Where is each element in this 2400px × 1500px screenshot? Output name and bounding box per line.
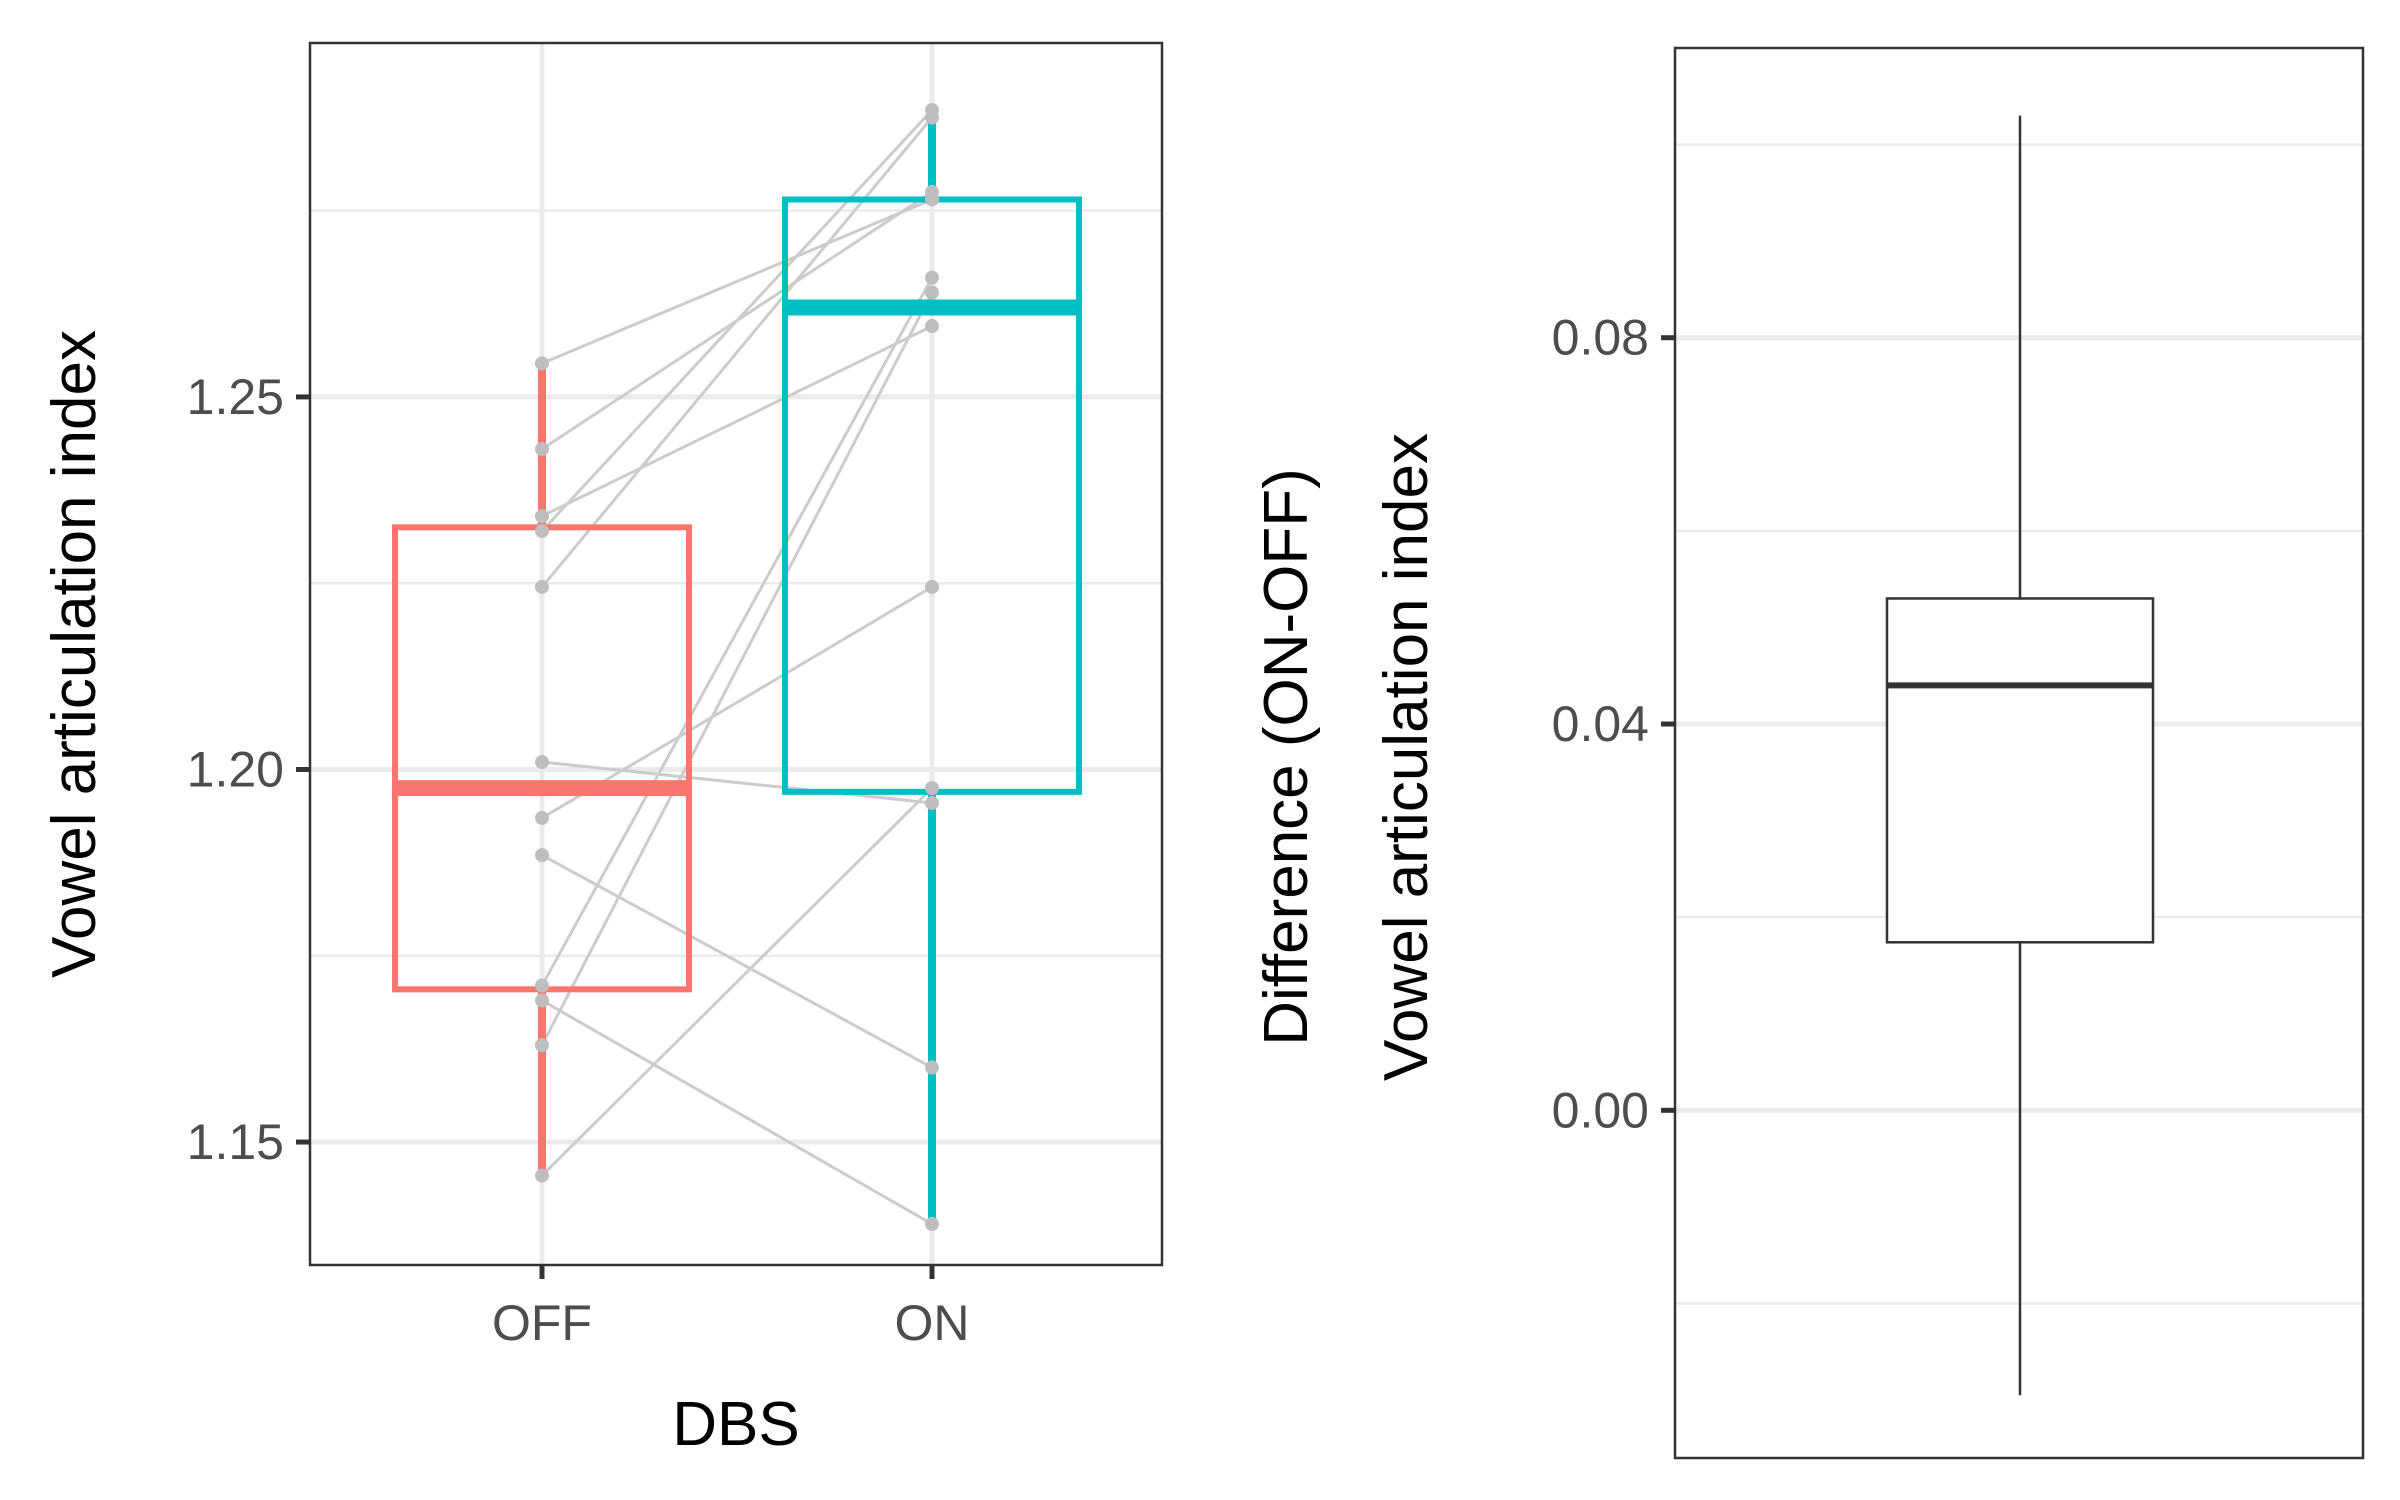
left-panel-border — [308, 41, 1164, 1267]
paired-line-11 — [540, 787, 934, 1177]
left-x-tick-label-off: OFF — [492, 1295, 592, 1351]
left-x-axis: OFF ON — [492, 1265, 970, 1351]
left-y-tick-label-0: 1.15 — [187, 1114, 284, 1170]
point-on-2 — [925, 319, 939, 334]
paired-line-9 — [541, 999, 933, 1226]
point-off-7 — [535, 848, 549, 863]
right-box — [1885, 115, 2155, 1396]
diff-box-iqr — [1885, 597, 2155, 944]
point-off-6 — [535, 810, 549, 825]
point-off-3 — [535, 524, 549, 539]
point-off-11 — [535, 1168, 549, 1183]
point-off-1 — [535, 442, 549, 457]
right-y-axis: 0.00 0.04 0.08 — [1552, 310, 1675, 1138]
point-off-0 — [535, 356, 549, 371]
paired-line-0 — [541, 198, 933, 365]
point-on-9 — [925, 1217, 939, 1232]
left-y-tick-label-2: 1.25 — [187, 369, 284, 425]
left-plot-area — [310, 43, 1162, 1265]
right-y-axis-title-line-1: Difference (ON-OFF) — [1252, 468, 1321, 1046]
right-y-tick-label-2: 0.08 — [1552, 310, 1649, 366]
paired-line-5 — [541, 760, 933, 805]
paired-line-8 — [540, 276, 934, 987]
point-on-11 — [925, 781, 939, 796]
point-on-7 — [925, 1060, 939, 1075]
right-y-axis-title-line-2: Vowel articulation index — [1372, 433, 1441, 1081]
point-on-10 — [925, 285, 939, 300]
right-panel-difference-boxplot: 0.00 0.04 0.08 Difference (ON-OFF) Vowel a… — [1252, 46, 2365, 1460]
point-on-6 — [925, 579, 939, 594]
point-off-5 — [535, 755, 549, 770]
point-on-8 — [925, 270, 939, 285]
left-y-axis: 1.15 1.20 1.25 — [187, 369, 310, 1170]
left-y-tick-label-1: 1.20 — [187, 741, 284, 797]
paired-line-2 — [541, 324, 933, 518]
point-off-9 — [535, 993, 549, 1008]
right-y-tick-label-0: 0.00 — [1552, 1082, 1649, 1138]
paired-line-3 — [540, 109, 934, 533]
paired-line-4 — [540, 116, 934, 588]
paired-line-6 — [541, 585, 933, 820]
left-points — [535, 103, 939, 1232]
point-on-5 — [925, 796, 939, 811]
right-panel-border — [1673, 46, 2365, 1460]
point-off-8 — [535, 978, 549, 993]
point-off-4 — [535, 579, 549, 594]
paired-line-10 — [540, 291, 934, 1046]
point-on-1 — [925, 185, 939, 200]
paired-line-7 — [541, 853, 933, 1069]
left-y-axis-title: Vowel articulation index — [40, 330, 109, 978]
left-x-tick-label-on: ON — [895, 1295, 970, 1351]
point-on-4 — [925, 110, 939, 125]
left-panel-dbs-boxplot: 1.15 1.20 1.25 OFF ON DBS Vowel articulatio… — [40, 41, 1164, 1459]
right-y-tick-label-1: 0.04 — [1552, 696, 1649, 752]
left-x-axis-title: DBS — [672, 1390, 799, 1459]
point-off-2 — [535, 509, 549, 524]
point-off-10 — [535, 1038, 549, 1053]
left-paired-lines — [540, 109, 934, 1226]
